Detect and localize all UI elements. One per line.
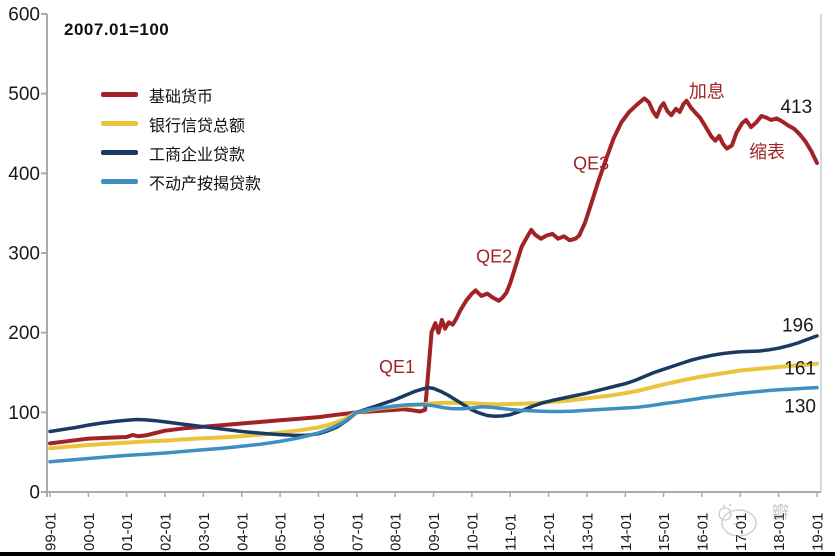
annotation-QE3: QE3: [573, 153, 609, 173]
x-tick-label: 14-01: [618, 513, 635, 551]
x-tick-label: 17-01: [733, 513, 750, 551]
x-tick-label: 00-01: [81, 513, 98, 551]
annotation-196: 196: [782, 315, 814, 336]
watermark-character: 瓣: [772, 503, 789, 522]
legend-swatch-base-money: [101, 92, 138, 97]
legend-label: 工商企业贷款: [149, 146, 246, 164]
x-tick-label: 10-01: [464, 513, 481, 551]
legend-label: 基础货币: [149, 88, 214, 106]
x-tick-label: 02-01: [158, 513, 175, 551]
legend-label: 不动产按揭贷款: [149, 175, 262, 193]
annotation-QE2: QE2: [476, 246, 512, 266]
x-tick-label: 16-01: [694, 513, 711, 551]
x-tick-label: 06-01: [311, 513, 328, 551]
x-tick-label: 04-01: [234, 513, 251, 551]
y-tick-label: 300: [8, 244, 40, 265]
annotation-413: 413: [780, 97, 812, 118]
x-tick-label: 07-01: [349, 513, 366, 551]
line-bank-credit: [48, 361, 819, 451]
x-tick-label: 13-01: [579, 513, 596, 551]
legend-label: 银行信贷总额: [149, 117, 246, 135]
annotation-QE1: QE1: [379, 357, 415, 377]
line-mortgage-loans: [48, 385, 819, 464]
x-tick-label: 15-01: [656, 513, 673, 551]
y-tick-label: 100: [8, 403, 40, 424]
bottom-black-bar: [0, 552, 835, 556]
annotation-161: 161: [784, 358, 816, 379]
y-tick-label: 400: [8, 164, 40, 185]
legend-swatch-business-loans: [101, 150, 138, 155]
y-tick-label: 600: [8, 5, 40, 26]
y-tick-label: 500: [8, 84, 40, 105]
legend-swatch-bank-credit: [101, 121, 138, 126]
legend-swatch-mortgage-loans: [101, 179, 138, 184]
legend-item-base-money: 基础货币: [101, 80, 261, 109]
annotation-130: 130: [784, 397, 816, 418]
x-tick-label: 19-01: [810, 513, 827, 551]
legend-item-bank-credit: 银行信贷总额: [101, 109, 261, 138]
x-tick-label: 99-01: [43, 513, 60, 551]
legend-item-mortgage-loans: 不动产按揭贷款: [101, 167, 261, 196]
x-tick-label: 11-01: [503, 514, 520, 551]
x-tick-label: 08-01: [388, 513, 405, 551]
watermark-logo: [718, 503, 757, 537]
index-base-note: 2007.01=100: [64, 20, 170, 39]
x-tick-label: 18-01: [771, 513, 788, 551]
x-tick-label: 12-01: [541, 513, 558, 551]
y-tick-label: 200: [8, 323, 40, 344]
annotation-加息: 加息: [689, 82, 725, 102]
legend-item-business-loans: 工商企业贷款: [101, 138, 261, 167]
y-tick-label: 0: [29, 483, 40, 504]
x-tick-label: 05-01: [273, 513, 290, 551]
annotation-缩表: 缩表: [749, 142, 785, 162]
line-business-loans: [48, 334, 819, 438]
line-base-money: [48, 96, 819, 446]
chart-legend: 基础货币 银行信贷总额 工商企业贷款 不动产按揭贷款: [101, 80, 261, 196]
x-tick-label: 09-01: [426, 513, 443, 551]
x-tick-label: 03-01: [196, 513, 213, 551]
x-tick-label: 01-01: [119, 513, 136, 551]
